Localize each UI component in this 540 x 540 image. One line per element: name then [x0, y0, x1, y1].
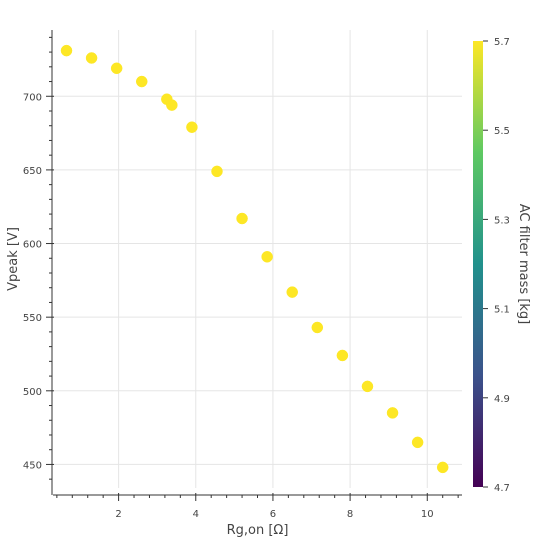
- data-point: [436, 461, 449, 474]
- colorbar-tick-label: 5.1: [494, 305, 510, 316]
- colorbar-tick-label: 5.7: [494, 37, 510, 48]
- y-tick-label: 500: [23, 387, 42, 398]
- data-point: [211, 165, 223, 178]
- data-point: [85, 52, 98, 64]
- grid: [53, 30, 462, 488]
- data-point: [286, 286, 298, 298]
- axes: 2 4 6 8 10 450 500 550 600 650 700: [23, 30, 462, 520]
- y-tick-label: 450: [23, 460, 42, 471]
- colorbar-tick-label: 5.5: [494, 126, 510, 137]
- colorbar: 4.7 4.9 5.1 5.3 5.5 5.7: [473, 37, 510, 494]
- data-point: [166, 99, 178, 111]
- colorbar-label: AC filter mass [kg]: [516, 204, 531, 324]
- x-axis-label: Rg,on [Ω]: [227, 523, 289, 538]
- data-point: [110, 62, 123, 75]
- data-point: [60, 44, 73, 57]
- data-point: [311, 321, 324, 334]
- x-tick-label: 10: [421, 509, 434, 520]
- y-tick-label: 550: [23, 313, 42, 324]
- y-tick-label: 700: [23, 92, 42, 103]
- y-tick-label: 650: [23, 166, 42, 177]
- data-point: [336, 349, 349, 362]
- colorbar-tick-label: 4.7: [494, 483, 510, 494]
- colorbar-gradient: [473, 41, 483, 487]
- colorbar-tick-label: 5.3: [494, 215, 510, 226]
- x-tick-label: 6: [270, 509, 276, 520]
- y-tick-label: 600: [23, 240, 42, 251]
- data-point: [261, 251, 273, 263]
- data-point: [135, 75, 148, 88]
- y-axis-label: Vpeak [V]: [6, 227, 21, 291]
- x-tick-label: 2: [115, 509, 121, 520]
- data-point: [361, 380, 374, 393]
- data-point: [386, 407, 399, 419]
- data-point: [236, 212, 248, 225]
- x-tick-label: 8: [347, 509, 353, 520]
- colorbar-tick-label: 4.9: [494, 394, 510, 405]
- x-tick-label: 4: [193, 509, 199, 520]
- data-point: [186, 121, 198, 133]
- data-points: [60, 44, 449, 474]
- data-point: [411, 436, 424, 449]
